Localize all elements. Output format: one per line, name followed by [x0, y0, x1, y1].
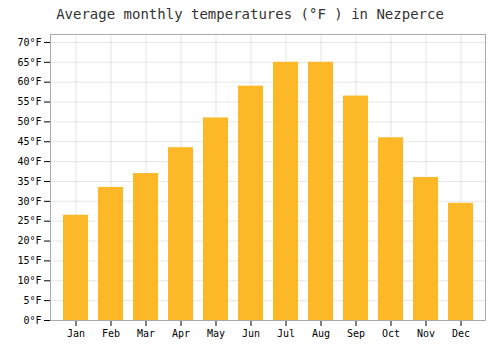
svg-text:Nov: Nov	[417, 328, 435, 339]
svg-text:Mar: Mar	[137, 328, 155, 339]
svg-text:65°F: 65°F	[17, 57, 41, 68]
svg-text:Apr: Apr	[172, 328, 190, 339]
svg-text:60°F: 60°F	[17, 76, 41, 87]
svg-text:15°F: 15°F	[17, 255, 41, 266]
svg-text:5°F: 5°F	[23, 295, 41, 306]
svg-text:Jul: Jul	[277, 328, 295, 339]
svg-text:Oct: Oct	[382, 328, 400, 339]
svg-text:Jan: Jan	[67, 328, 85, 339]
html-text:Average monthly temperatures (: Average monthly temperatures (°F ) in Ne…	[56, 6, 444, 22]
svg-text:Dec: Dec	[452, 328, 470, 339]
svg-text:30°F: 30°F	[17, 196, 41, 207]
svg-text:Sep: Sep	[347, 328, 365, 339]
svg-text:20°F: 20°F	[17, 235, 41, 246]
svg-text:50°F: 50°F	[17, 116, 41, 127]
svg-text:35°F: 35°F	[17, 176, 41, 187]
svg-text:May: May	[207, 328, 225, 339]
svg-text:70°F: 70°F	[17, 37, 41, 48]
svg-text:10°F: 10°F	[17, 275, 41, 286]
svg-text:55°F: 55°F	[17, 96, 41, 107]
svg-text:40°F: 40°F	[17, 156, 41, 167]
svg-text:0°F: 0°F	[23, 315, 41, 326]
svg-text:45°F: 45°F	[17, 136, 41, 147]
svg-text:25°F: 25°F	[17, 215, 41, 226]
svg-text:Feb: Feb	[102, 328, 120, 339]
svg-text:Aug: Aug	[312, 328, 330, 339]
svg-text:Jun: Jun	[242, 328, 260, 339]
